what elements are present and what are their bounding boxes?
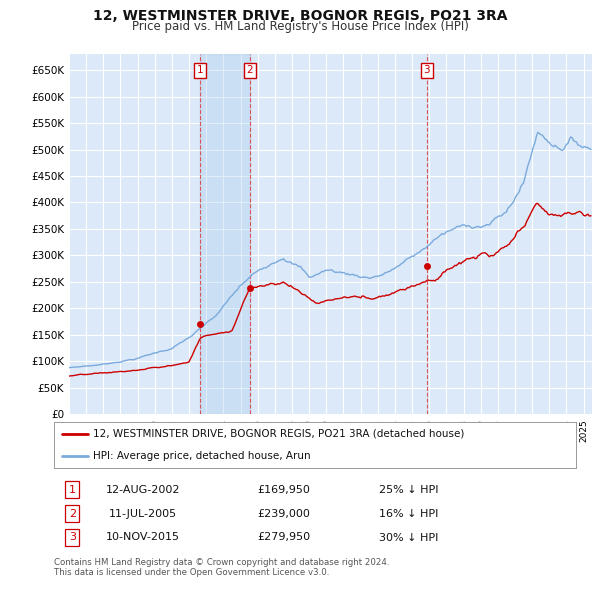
Text: 10-NOV-2015: 10-NOV-2015 [106,533,180,542]
Text: Contains HM Land Registry data © Crown copyright and database right 2024.
This d: Contains HM Land Registry data © Crown c… [54,558,389,577]
Text: 16% ↓ HPI: 16% ↓ HPI [379,509,439,519]
Bar [200,54,250,414]
Text: Price paid vs. HM Land Registry's House Price Index (HPI): Price paid vs. HM Land Registry's House … [131,20,469,33]
Text: 2: 2 [69,509,76,519]
Text: 3: 3 [69,533,76,542]
Text: 11-JUL-2005: 11-JUL-2005 [109,509,177,519]
Text: £169,950: £169,950 [257,485,310,494]
Text: 1: 1 [196,65,203,76]
Text: 30% ↓ HPI: 30% ↓ HPI [379,533,439,542]
Text: 12-AUG-2002: 12-AUG-2002 [106,485,180,494]
Text: 12, WESTMINSTER DRIVE, BOGNOR REGIS, PO21 3RA: 12, WESTMINSTER DRIVE, BOGNOR REGIS, PO2… [93,9,507,24]
Text: £279,950: £279,950 [257,533,310,542]
Text: 2: 2 [247,65,253,76]
Text: 3: 3 [424,65,430,76]
Text: £239,000: £239,000 [257,509,310,519]
Text: 1: 1 [69,485,76,494]
Text: HPI: Average price, detached house, Arun: HPI: Average price, detached house, Arun [93,451,311,461]
Text: 25% ↓ HPI: 25% ↓ HPI [379,485,439,494]
Text: 12, WESTMINSTER DRIVE, BOGNOR REGIS, PO21 3RA (detached house): 12, WESTMINSTER DRIVE, BOGNOR REGIS, PO2… [93,429,464,439]
